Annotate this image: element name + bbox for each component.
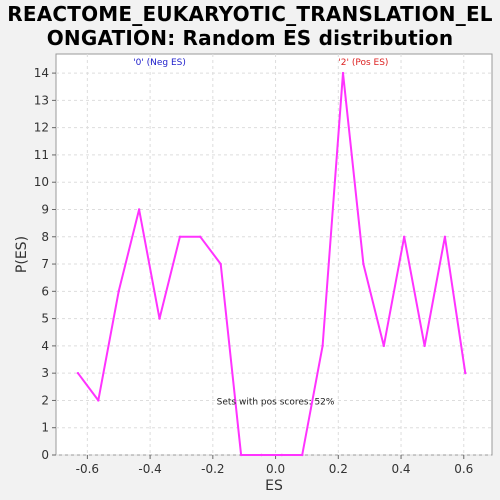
data-point [260,453,263,457]
data-point [362,262,365,266]
series-line [77,72,467,456]
y-tick-label: 14 [34,66,49,80]
data-point [280,453,284,457]
chart-annotation: '0' (Neg ES) [133,58,186,68]
x-tick-label: 0.2 [329,462,348,476]
x-tick-label: 0.0 [266,462,285,476]
data-point [464,371,467,375]
data-point [423,344,426,348]
data-point [76,371,80,375]
y-tick-label: 9 [41,202,49,216]
y-axis-title: P(ES) [14,236,30,273]
data-point [301,453,304,457]
chart-title-line-1: REACTOME_EUKARYOTIC_TRANSLATION_EL [7,2,493,26]
y-tick-label: 10 [34,175,49,189]
x-tick-label: -0.6 [76,462,99,476]
data-point [137,208,141,211]
data-point [443,235,447,238]
annotations: '0' (Neg ES) '2' (Pos ES) Sets with pos sc… [133,58,388,408]
data-point [402,235,406,238]
y-tick-label: 8 [41,230,49,244]
data-point [158,317,161,320]
x-axis-title: ES [265,478,283,494]
y-tick-label: 1 [41,421,49,435]
chart-annotation: '2' (Pos ES) [338,58,388,68]
data-point [341,71,345,75]
data-point [178,235,182,238]
x-tick-label: 0.6 [454,462,473,476]
y-tick-label: 0 [41,448,49,462]
data-point [199,235,202,238]
data-point [382,344,385,348]
grid [56,54,492,456]
x-tick-label: 0.4 [391,462,410,476]
data-point [97,399,100,402]
x-tick-label: -0.4 [138,462,161,476]
data-point [321,344,324,348]
y-tick-label: 4 [41,339,49,353]
x-tick-label: -0.2 [201,462,224,476]
y-tick-label: 7 [41,257,49,271]
data-point [117,290,120,293]
y-tick-label: 12 [34,121,49,135]
y-tick-label: 2 [41,393,49,407]
y-tick-label: 5 [41,312,49,326]
y-tick-label: 3 [41,366,49,380]
y-tick-label: 13 [34,93,49,107]
y-tick-label: 6 [41,284,49,298]
y-tick-label: 11 [34,148,49,162]
data-point [239,453,243,457]
chart-annotation: Sets with pos scores: 52% [217,398,335,408]
chart-title-line-2: ONGATION: Random ES distribution [46,26,454,50]
plot-area [55,53,493,456]
data-point [219,262,222,266]
series-layer [76,71,467,457]
